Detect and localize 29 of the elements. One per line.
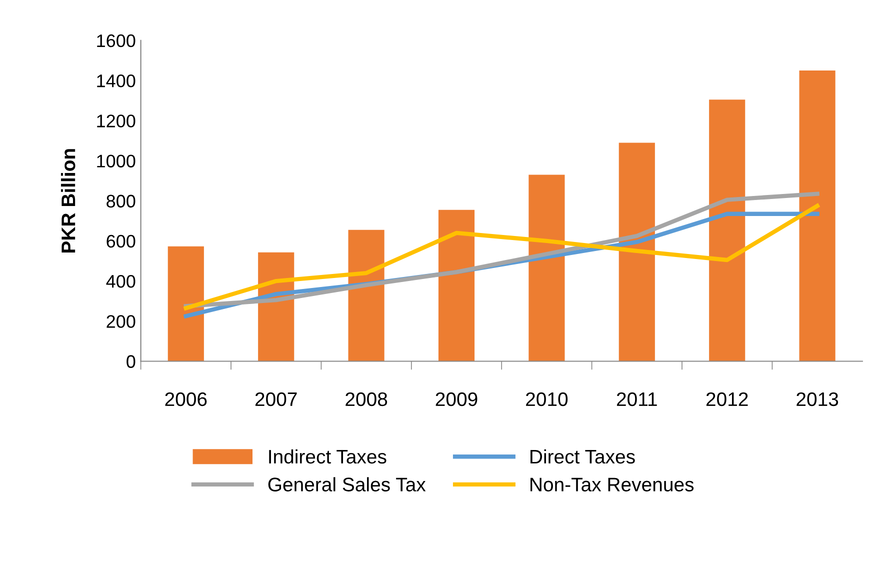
x-tick-label: 2009: [436, 392, 478, 406]
bar: [799, 70, 836, 362]
y-tick-label: 0: [126, 355, 136, 368]
y-tick-label: 400: [106, 274, 136, 288]
bar: [168, 246, 204, 362]
x-tick-label: 2012: [706, 392, 748, 406]
legend-label: General Sales Tax: [268, 477, 426, 492]
x-tick-label: 2008: [346, 392, 388, 406]
legend-label: Indirect Taxes: [269, 449, 386, 464]
x-tick-label: 2013: [796, 392, 838, 406]
y-tick-label: 800: [106, 194, 136, 208]
legend-label: Direct Taxes: [530, 449, 635, 464]
x-tick-label: 2011: [616, 392, 657, 406]
x-tick-label: 2010: [526, 392, 568, 406]
y-tick-label: 200: [106, 315, 136, 328]
x-tick-label: 2007: [255, 392, 297, 406]
bar: [348, 230, 384, 362]
y-tick-label: 600: [106, 234, 136, 248]
y-tick-label: 1000: [97, 154, 136, 168]
y-tick-label: 1400: [97, 74, 136, 88]
bar: [709, 100, 746, 362]
y-axis-title: PKR Billion: [60, 149, 76, 252]
bar: [618, 142, 655, 362]
y-tick-label: 1600: [97, 34, 136, 48]
bar: [528, 174, 565, 362]
bar: [438, 210, 475, 362]
legend-label: Non-Tax Revenues: [530, 478, 694, 492]
y-tick-label: 1200: [97, 114, 136, 128]
x-tick-label: 2006: [165, 392, 207, 406]
